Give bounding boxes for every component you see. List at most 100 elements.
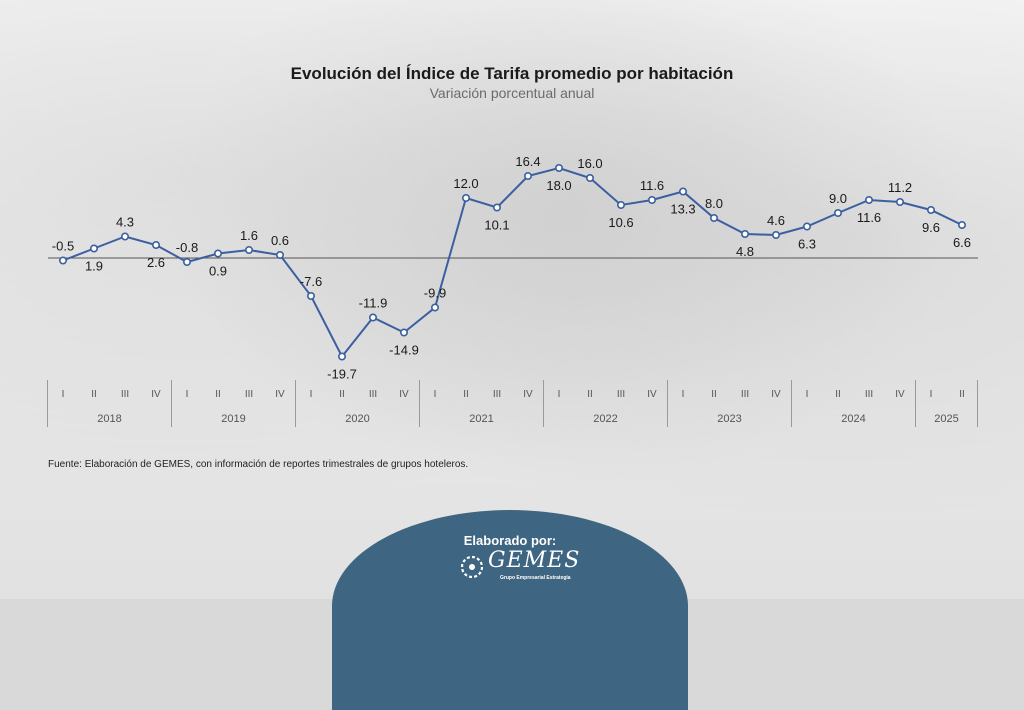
data-label: 2.6 bbox=[147, 255, 165, 270]
data-point bbox=[183, 257, 192, 266]
data-point bbox=[926, 206, 935, 215]
data-point bbox=[554, 164, 563, 173]
quarter-tick-label: II bbox=[835, 389, 841, 400]
gemes-logo-icon bbox=[460, 555, 484, 579]
year-tick-label: 2025 bbox=[934, 413, 958, 425]
data-label: 0.6 bbox=[271, 233, 289, 248]
year-tick-label: 2019 bbox=[221, 413, 245, 425]
quarter-tick-label: I bbox=[310, 389, 313, 400]
quarter-tick-label: I bbox=[806, 389, 809, 400]
data-point bbox=[771, 231, 780, 240]
quarter-tick-label: I bbox=[930, 389, 933, 400]
year-tick-label: 2020 bbox=[345, 413, 369, 425]
quarter-tick-label: II bbox=[711, 389, 717, 400]
quarter-tick-label: IV bbox=[771, 389, 781, 400]
data-label: 10.1 bbox=[484, 218, 509, 233]
data-label: 6.3 bbox=[798, 237, 816, 252]
data-point bbox=[709, 214, 718, 223]
data-label: -19.7 bbox=[327, 367, 357, 382]
source-note: Fuente: Elaboración de GEMES, con inform… bbox=[48, 459, 469, 470]
data-label: 11.6 bbox=[640, 178, 664, 193]
background-veil bbox=[0, 0, 1024, 599]
quarter-tick-label: IV bbox=[895, 389, 905, 400]
data-point bbox=[275, 251, 284, 260]
chart-subtitle: Variación porcentual anual bbox=[429, 85, 595, 101]
quarter-tick-label: I bbox=[62, 389, 65, 400]
data-label: 4.6 bbox=[767, 213, 785, 228]
data-label: 10.6 bbox=[608, 215, 633, 230]
data-point bbox=[430, 303, 439, 312]
data-label: 6.6 bbox=[953, 235, 971, 250]
logo-wordmark: GEMES bbox=[488, 548, 581, 573]
logo-tagline: Grupo Empresarial Estrategia bbox=[500, 575, 571, 581]
data-label: 9.6 bbox=[922, 220, 940, 235]
data-point bbox=[647, 196, 656, 205]
quarter-tick-label: III bbox=[617, 389, 625, 400]
data-label: -7.6 bbox=[300, 274, 322, 289]
data-label: 18.0 bbox=[546, 178, 571, 193]
data-point bbox=[461, 194, 470, 203]
data-point bbox=[245, 246, 254, 255]
quarter-tick-label: III bbox=[493, 389, 501, 400]
year-tick-label: 2018 bbox=[97, 413, 121, 425]
data-label: 13.3 bbox=[670, 202, 695, 217]
quarter-tick-label: III bbox=[245, 389, 253, 400]
data-point bbox=[523, 172, 532, 181]
series-line bbox=[62, 166, 963, 359]
data-label: 4.3 bbox=[116, 215, 134, 230]
quarter-tick-label: II bbox=[587, 389, 593, 400]
data-point bbox=[337, 352, 346, 361]
data-point bbox=[864, 196, 873, 205]
quarter-tick-label: I bbox=[682, 389, 685, 400]
data-label: -0.5 bbox=[52, 239, 74, 254]
data-point bbox=[368, 313, 377, 322]
data-label: 11.6 bbox=[857, 210, 881, 225]
quarter-tick-label: III bbox=[741, 389, 749, 400]
data-point bbox=[957, 221, 966, 230]
quarter-tick-label: IV bbox=[399, 389, 409, 400]
quarter-tick-label: I bbox=[186, 389, 189, 400]
quarter-tick-label: III bbox=[865, 389, 873, 400]
data-label: 16.4 bbox=[515, 154, 540, 169]
data-label: -11.9 bbox=[359, 296, 388, 311]
quarter-tick-label: IV bbox=[523, 389, 533, 400]
chart-title: Evolución del Índice de Tarifa promedio … bbox=[290, 64, 734, 83]
data-point bbox=[678, 187, 687, 196]
data-label: 1.6 bbox=[240, 228, 258, 243]
data-point bbox=[58, 256, 67, 265]
quarter-tick-label: II bbox=[463, 389, 469, 400]
data-label: 1.9 bbox=[85, 259, 103, 274]
year-tick-label: 2021 bbox=[469, 413, 493, 425]
quarter-tick-label: I bbox=[434, 389, 437, 400]
quarter-tick-label: III bbox=[121, 389, 129, 400]
quarter-tick-label: II bbox=[215, 389, 221, 400]
data-point bbox=[121, 232, 130, 241]
data-label: -0.8 bbox=[176, 240, 198, 255]
quarter-tick-label: IV bbox=[647, 389, 657, 400]
quarter-tick-label: I bbox=[558, 389, 561, 400]
data-label: 11.2 bbox=[888, 180, 912, 195]
data-point bbox=[399, 328, 408, 337]
data-point bbox=[214, 249, 223, 258]
data-point bbox=[833, 209, 842, 218]
year-tick-label: 2022 bbox=[593, 413, 617, 425]
year-tick-label: 2024 bbox=[841, 413, 865, 425]
credit-title: Elaborado por: bbox=[463, 533, 557, 548]
data-label: -14.9 bbox=[389, 343, 419, 358]
quarter-tick-label: IV bbox=[275, 389, 285, 400]
data-label: 16.0 bbox=[577, 156, 602, 171]
line-chart: -0.5 1.9 4.3 2.6 -0.8 0.9 1.6 0.6 -7.6 -19.7 -11.9… bbox=[47, 154, 978, 427]
data-point bbox=[306, 291, 315, 300]
data-point bbox=[802, 222, 811, 231]
data-label: 12.0 bbox=[453, 176, 478, 191]
data-point bbox=[152, 241, 161, 250]
year-tick-label: 2023 bbox=[717, 413, 741, 425]
data-point bbox=[740, 230, 749, 239]
quarter-tick-label: II bbox=[339, 389, 345, 400]
data-label: 9.0 bbox=[829, 191, 847, 206]
data-label: 4.8 bbox=[736, 244, 754, 259]
data-point bbox=[492, 203, 501, 212]
data-label: 0.9 bbox=[209, 264, 227, 279]
quarter-tick-label: IV bbox=[151, 389, 161, 400]
quarter-tick-label: II bbox=[91, 389, 97, 400]
